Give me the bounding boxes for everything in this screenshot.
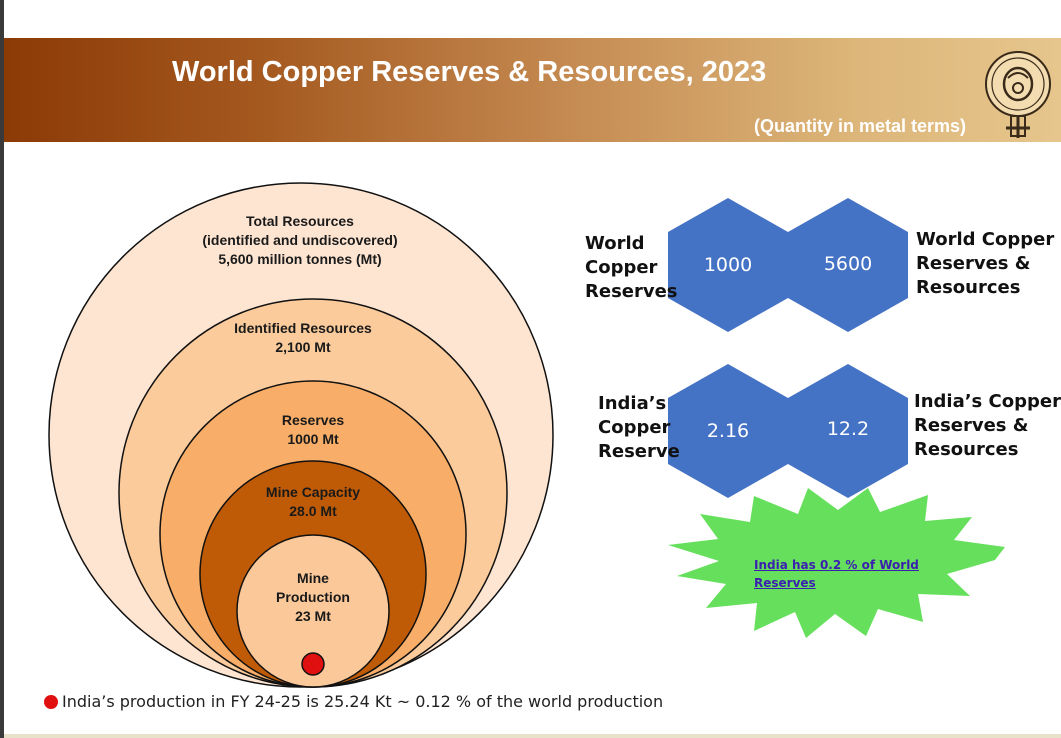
label-mine-production: Mine Production 23 Mt [276, 570, 350, 624]
label-india-reserves-resources: India’s Copper Reserves & Resources [914, 391, 1061, 460]
label-india-copper-reserve: India’s Copper Reserve [598, 393, 680, 462]
page-title: World Copper Reserves & Resources, 2023 [172, 56, 767, 88]
label-reserves: Reserves 1000 Mt [281, 412, 345, 447]
india-production-marker [301, 652, 325, 676]
hex-india-resources [788, 364, 908, 498]
label-world-reserves-resources: World Copper Reserves & Resources [916, 229, 1055, 298]
hcl-logo-icon [985, 51, 1051, 138]
production-footnote: India’s production in FY 24-25 is 25.24 … [44, 692, 663, 711]
window-edge [0, 0, 4, 738]
red-dot-icon [44, 694, 58, 709]
india-share-link[interactable]: India has 0.2 % of World Reserves [754, 558, 919, 590]
value-india-resources: 12.2 [826, 418, 870, 440]
value-world-resources: 5600 [823, 253, 873, 275]
hex-world-reserves [668, 198, 788, 332]
value-india-reserve: 2.16 [706, 420, 750, 442]
hex-world-resources [788, 198, 908, 332]
value-world-reserves: 1000 [703, 254, 753, 276]
label-mine-capacity: Mine Capacity 28.0 Mt [265, 484, 361, 519]
circle-mine-production [236, 534, 390, 688]
footnote-text: India’s production in FY 24-25 is 25.24 … [62, 692, 664, 711]
label-total-resources: Total Resources (identified and undiscov… [202, 213, 398, 267]
label-world-copper-reserves: World Copper Reserves [585, 233, 678, 302]
title-banner [4, 38, 1061, 142]
bottom-divider [4, 734, 1061, 738]
hex-india-reserve [668, 364, 788, 498]
callout-starburst [668, 488, 1005, 638]
page-subtitle: (Quantity in metal terms) [754, 116, 967, 136]
label-identified-resources: Identified Resources 2,100 Mt [234, 320, 372, 355]
